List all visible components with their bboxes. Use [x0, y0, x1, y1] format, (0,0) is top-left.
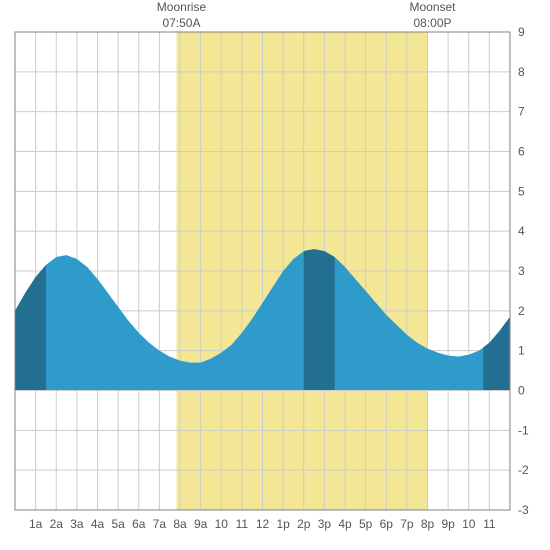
- y-tick-label: -2: [518, 463, 529, 477]
- x-tick-label: 5a: [111, 517, 125, 531]
- x-tick-label: 2p: [297, 517, 311, 531]
- x-tick-label: 4p: [338, 517, 352, 531]
- x-tick-label: 7p: [400, 517, 414, 531]
- x-tick-label: 8p: [421, 517, 435, 531]
- x-tick-label: 9a: [194, 517, 208, 531]
- y-tick-label: 6: [518, 145, 525, 159]
- y-tick-label: 0: [518, 384, 525, 398]
- x-tick-label: 8a: [173, 517, 187, 531]
- x-tick-label: 11: [236, 517, 249, 531]
- x-tick-label: 3a: [70, 517, 84, 531]
- y-tick-label: 4: [518, 224, 525, 238]
- y-tick-label: 1: [518, 344, 525, 358]
- y-tick-label: -1: [518, 423, 529, 437]
- y-tick-label: 9: [518, 25, 525, 39]
- y-tick-label: 8: [518, 65, 525, 79]
- x-tick-label: 1a: [29, 517, 43, 531]
- y-tick-label: 2: [518, 304, 525, 318]
- y-tick-label: 3: [518, 264, 525, 278]
- x-tick-label: 5p: [359, 517, 373, 531]
- x-tick-label: 9p: [441, 517, 455, 531]
- x-tick-label: 12: [256, 517, 270, 531]
- x-tick-label: 7a: [153, 517, 167, 531]
- x-tick-label: 4a: [91, 517, 105, 531]
- y-tick-label: 7: [518, 105, 525, 119]
- x-tick-label: 10: [215, 517, 229, 531]
- chart-svg: -3-2-101234567891a2a3a4a5a6a7a8a9a101112…: [0, 0, 550, 550]
- tide-chart: -3-2-101234567891a2a3a4a5a6a7a8a9a101112…: [0, 0, 550, 550]
- x-tick-label: 6p: [380, 517, 394, 531]
- x-tick-label: 10: [462, 517, 476, 531]
- y-tick-label: 5: [518, 184, 525, 198]
- x-tick-label: 2a: [50, 517, 64, 531]
- y-tick-label: -3: [518, 503, 529, 517]
- x-tick-label: 11: [483, 517, 496, 531]
- x-tick-label: 3p: [318, 517, 332, 531]
- x-tick-label: 1p: [276, 517, 290, 531]
- x-tick-label: 6a: [132, 517, 146, 531]
